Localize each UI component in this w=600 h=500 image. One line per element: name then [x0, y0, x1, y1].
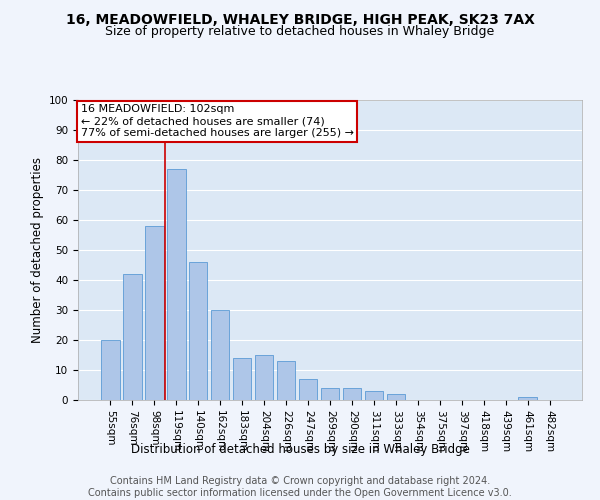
Bar	[211, 310, 229, 400]
Bar	[101, 340, 119, 400]
Bar	[145, 226, 164, 400]
Bar	[343, 388, 361, 400]
Bar	[277, 361, 295, 400]
Bar	[123, 274, 142, 400]
Bar	[255, 355, 274, 400]
Bar	[320, 388, 340, 400]
Bar	[299, 379, 317, 400]
Text: 16 MEADOWFIELD: 102sqm
← 22% of detached houses are smaller (74)
77% of semi-det: 16 MEADOWFIELD: 102sqm ← 22% of detached…	[80, 104, 353, 138]
Bar	[233, 358, 251, 400]
Text: Distribution of detached houses by size in Whaley Bridge: Distribution of detached houses by size …	[131, 442, 469, 456]
Text: 16, MEADOWFIELD, WHALEY BRIDGE, HIGH PEAK, SK23 7AX: 16, MEADOWFIELD, WHALEY BRIDGE, HIGH PEA…	[65, 12, 535, 26]
Bar	[189, 262, 208, 400]
Bar	[167, 169, 185, 400]
Bar	[386, 394, 405, 400]
Y-axis label: Number of detached properties: Number of detached properties	[31, 157, 44, 343]
Text: Contains HM Land Registry data © Crown copyright and database right 2024.
Contai: Contains HM Land Registry data © Crown c…	[88, 476, 512, 498]
Text: Size of property relative to detached houses in Whaley Bridge: Size of property relative to detached ho…	[106, 25, 494, 38]
Bar	[365, 391, 383, 400]
Bar	[518, 397, 537, 400]
